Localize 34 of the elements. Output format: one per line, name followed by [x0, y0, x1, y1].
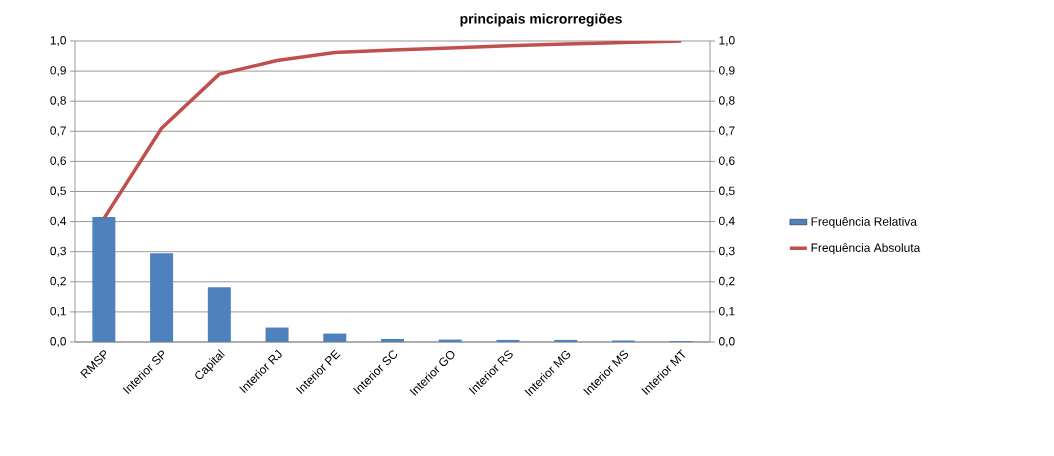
y2-tick-label: 0,3	[719, 246, 735, 257]
y-tick-label: 0,0	[50, 337, 67, 347]
y-tick-label: 0,9	[50, 66, 66, 77]
y-tick-label: 0,6	[50, 156, 66, 167]
y-tick-label: 0,2	[50, 276, 66, 287]
y2-tick-label: 0,4	[719, 216, 735, 227]
y2-tick-label: 0,6	[719, 156, 735, 167]
bar	[265, 327, 289, 342]
bar	[92, 217, 116, 342]
legend-label: Frequência Absoluta	[811, 243, 921, 255]
y2-tick-label: 0,7	[719, 126, 735, 137]
bar	[381, 338, 404, 342]
bar	[554, 339, 578, 342]
y2-tick-label: 0,2	[719, 276, 735, 287]
bar	[323, 333, 347, 342]
y-tick-label: 0,8	[50, 96, 66, 107]
y-tick-label: 0,4	[50, 216, 67, 227]
y-tick-label: 1,0	[50, 36, 67, 46]
y2-tick-label: 0,5	[719, 186, 735, 197]
bar	[496, 339, 520, 342]
y2-tick-label: 0,9	[719, 66, 735, 77]
chart-title: principais microrregiões	[460, 13, 622, 27]
y2-tick-label: 0,0	[719, 337, 735, 347]
y-tick-label: 0,5	[50, 186, 66, 197]
bar	[150, 253, 174, 342]
y2-tick-label: 0,8	[719, 96, 735, 107]
bar	[207, 287, 231, 342]
line-series	[102, 41, 683, 221]
y2-tick-label: 0,1	[719, 306, 735, 317]
y2-tick-label: 1,0	[719, 36, 735, 46]
legend-label: Frequência Relativa	[811, 216, 917, 229]
y-tick-label: 0,7	[50, 126, 66, 137]
y-tick-label: 0,1	[50, 306, 66, 317]
y-tick-label: 0,3	[50, 246, 66, 257]
